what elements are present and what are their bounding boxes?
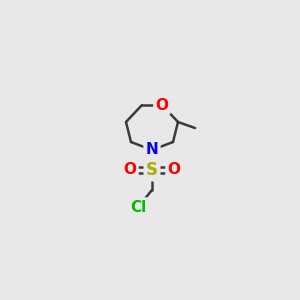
Text: N: N xyxy=(146,142,158,158)
Text: Cl: Cl xyxy=(130,200,146,214)
Text: O: O xyxy=(155,98,169,112)
Text: O: O xyxy=(124,163,136,178)
Text: O: O xyxy=(167,163,181,178)
Text: S: S xyxy=(146,161,158,179)
